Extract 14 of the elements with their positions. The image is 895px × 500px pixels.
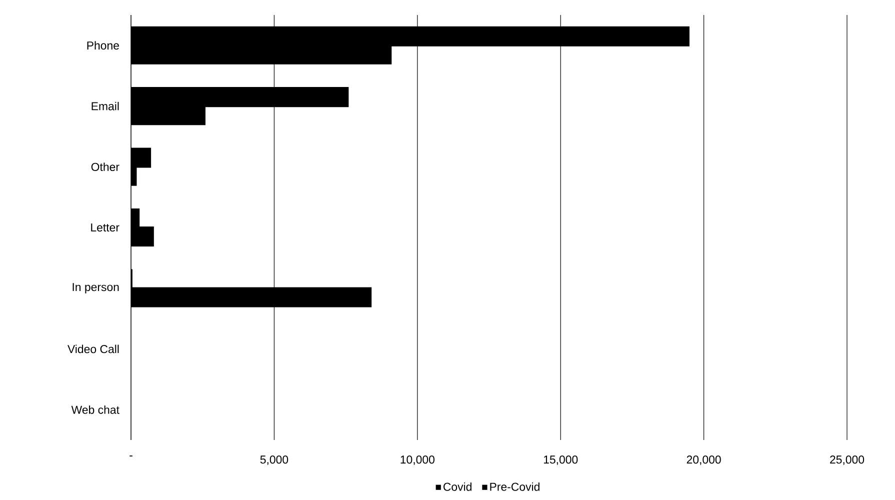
legend-label: Covid [443,482,472,491]
y-tick-label: In person [72,283,119,294]
y-tick-label: Letter [91,224,120,232]
x-tick-label: 5,000 [260,456,288,465]
y-tick-label: Web chat [71,405,120,414]
y-tick-label: Other [91,162,120,171]
x-tick-label: 25,000 [830,456,864,465]
x-tick-label: 10,000 [400,456,434,465]
x-tick-label: 20,000 [686,456,721,465]
y-tick-label: Video Call [68,344,119,354]
y-tick-label: Email [92,102,119,110]
y-tick-label: Phone [87,41,119,50]
legend-label: Pre-Covid [490,482,540,491]
x-tick-label: 15,000 [544,456,578,465]
